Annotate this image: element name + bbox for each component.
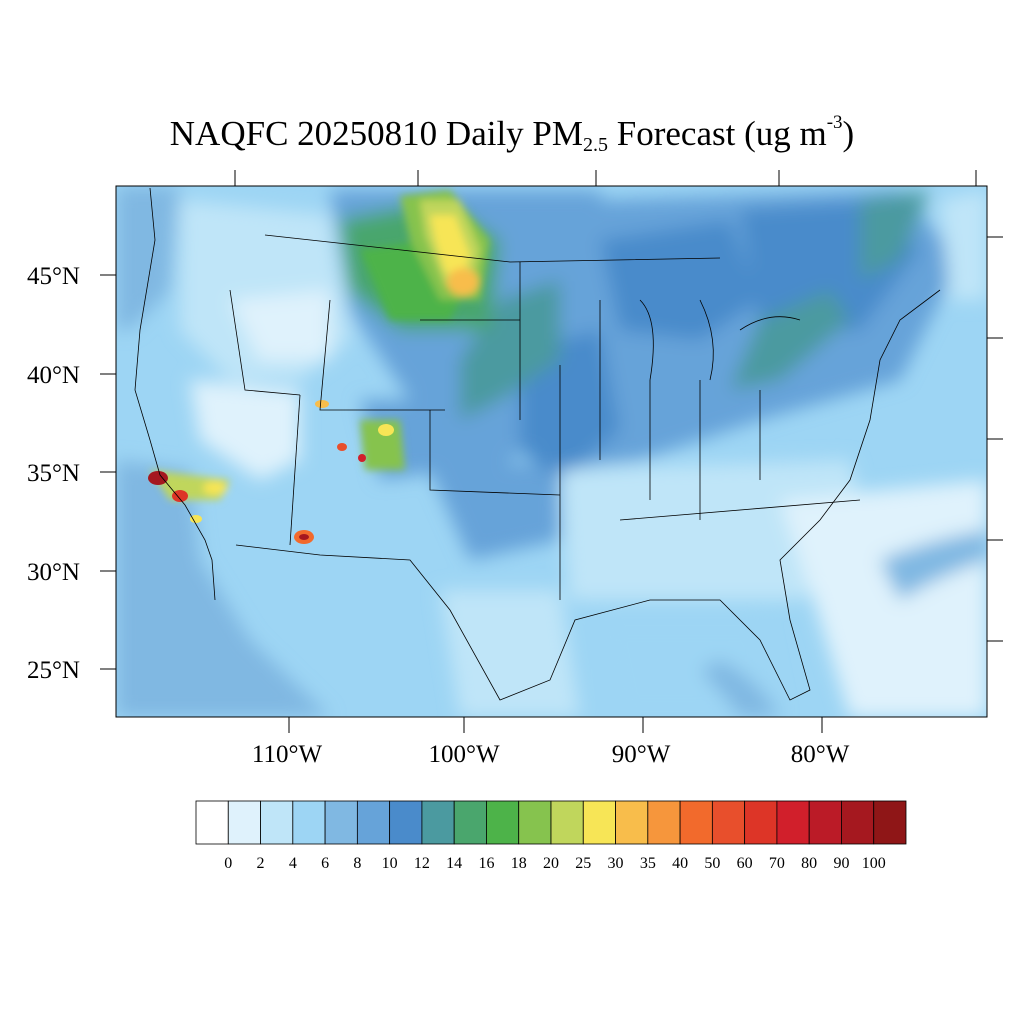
- colorbar-label-0: 0: [224, 855, 232, 872]
- colorbar: 0 2 4 6 8 10 12 14 16 18 20 25 30 35 40 50 60 70 80 90 100: [195, 800, 907, 872]
- colorbar-swatch-0: [195, 800, 229, 845]
- lat-label-40: 40°N: [27, 362, 80, 389]
- colorbar-label-40: 40: [672, 855, 688, 872]
- colorbar-swatch-15: [679, 800, 713, 845]
- colorbar-label-35: 35: [640, 855, 656, 872]
- colorbar-swatch-14: [647, 800, 681, 845]
- colorbar-swatch-9: [486, 800, 520, 845]
- colorbar-swatch-10: [518, 800, 552, 845]
- lon-label-90w: 90°W: [612, 741, 671, 768]
- lon-label-80w: 80°W: [791, 741, 850, 768]
- colorbar-label-2: 2: [257, 855, 265, 872]
- colorbar-label-12: 12: [414, 855, 430, 872]
- colorbar-swatch-6: [389, 800, 423, 845]
- lon-label-110w: 110°W: [252, 741, 323, 768]
- colorbar-label-25: 25: [575, 855, 591, 872]
- map-frame: [115, 185, 988, 718]
- colorbar-swatch-20: [841, 800, 875, 845]
- colorbar-label-4: 4: [289, 855, 297, 872]
- colorbar-swatch-2: [260, 800, 294, 845]
- colorbar-label-80: 80: [801, 855, 817, 872]
- lat-label-25: 25°N: [27, 657, 80, 684]
- colorbar-swatch-17: [744, 800, 778, 845]
- colorbar-label-10: 10: [382, 855, 398, 872]
- political-boundaries: [134, 187, 941, 701]
- colorbar-label-18: 18: [511, 855, 527, 872]
- colorbar-label-16: 16: [478, 855, 494, 872]
- colorbar-swatch-5: [356, 800, 391, 845]
- colorbar-label-70: 70: [769, 855, 785, 872]
- longitude-labels: 110°W 100°W 90°W 80°W: [252, 741, 850, 768]
- lat-label-45: 45°N: [27, 263, 80, 290]
- colorbar-swatch-19: [808, 800, 842, 845]
- colorbar-swatch-1: [227, 800, 261, 845]
- colorbar-swatch-3: [292, 800, 326, 845]
- lat-label-35: 35°N: [27, 460, 80, 487]
- colorbar-swatch-4: [324, 800, 358, 845]
- colorbar-swatch-8: [453, 800, 487, 845]
- colorbar-swatch-12: [582, 800, 616, 845]
- lon-label-100w: 100°W: [428, 741, 499, 768]
- colorbar-swatch-7: [421, 800, 455, 845]
- colorbar-swatch-13: [615, 800, 649, 845]
- colorbar-label-8: 8: [353, 855, 361, 872]
- colorbar-label-90: 90: [833, 855, 849, 872]
- latitude-labels: 45°N 40°N 35°N 30°N 25°N: [27, 263, 80, 684]
- lat-label-30: 30°N: [27, 559, 80, 586]
- colorbar-label-6: 6: [321, 855, 329, 872]
- pm25-field: [116, 186, 987, 717]
- colorbar-swatch-11: [550, 800, 584, 845]
- colorbar-label-30: 30: [608, 855, 624, 872]
- colorbar-label-60: 60: [737, 855, 753, 872]
- colorbar-swatch-16: [711, 800, 746, 845]
- colorbar-label-14: 14: [446, 855, 462, 872]
- tick-marks: [100, 170, 1003, 733]
- colorbar-label-50: 50: [704, 855, 720, 872]
- colorbar-label-100: 100: [862, 855, 886, 872]
- map-title: NAQFC 20250810 Daily PM2.5 Forecast (ug …: [169, 112, 855, 156]
- colorbar-swatch-18: [776, 800, 810, 845]
- colorbar-label-20: 20: [543, 855, 559, 872]
- colorbar-swatch-21: [873, 800, 907, 845]
